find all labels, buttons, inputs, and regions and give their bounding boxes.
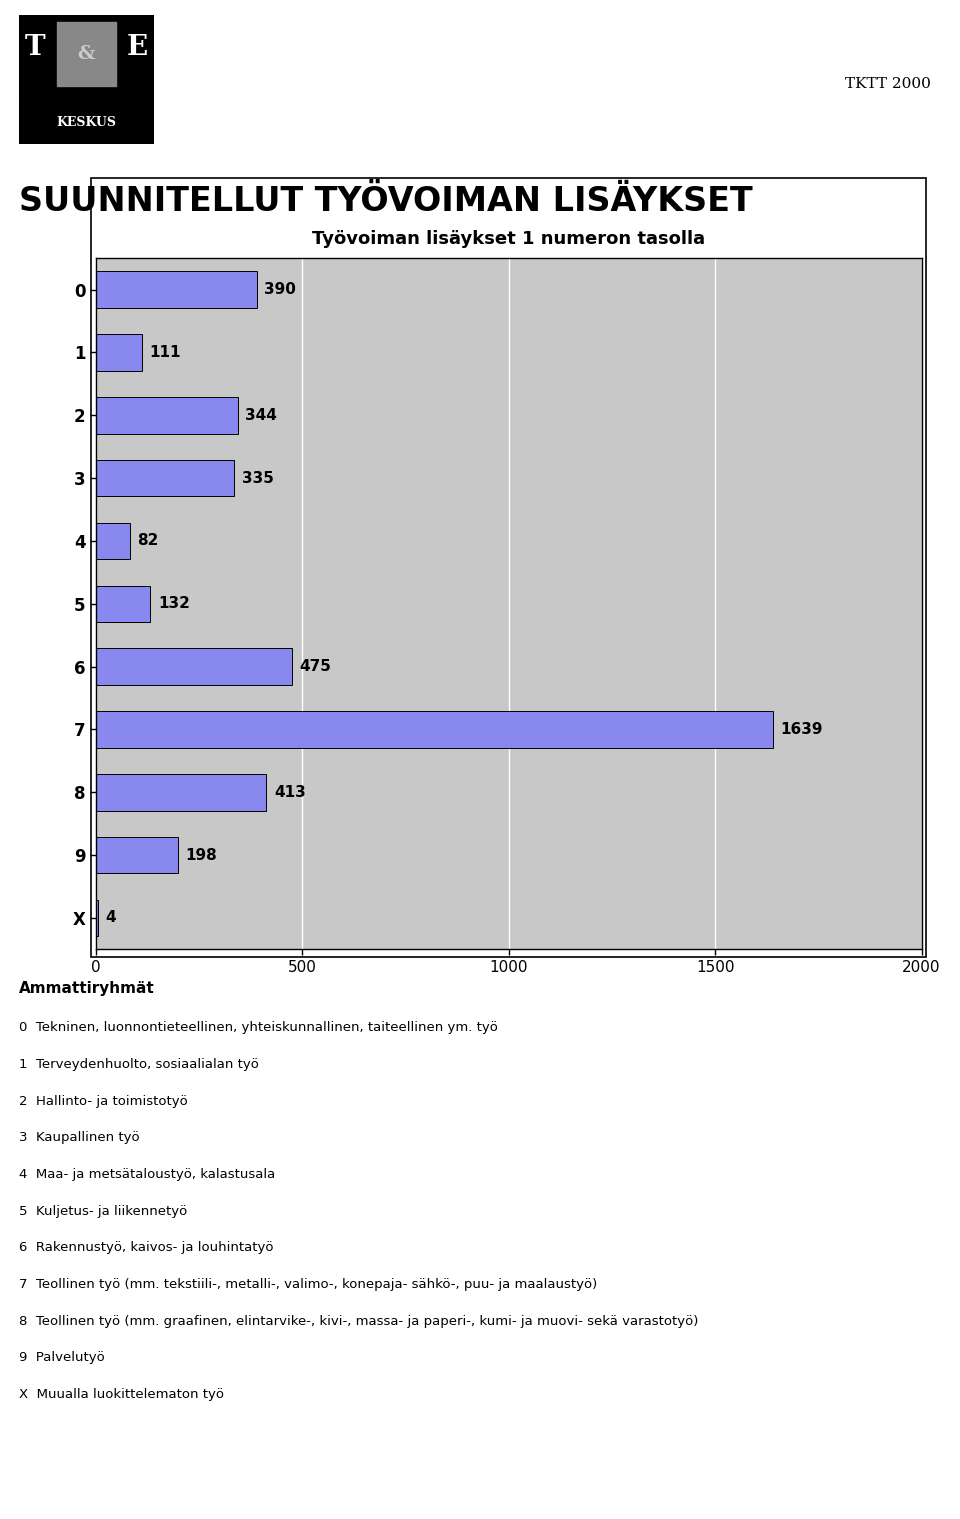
Bar — [96, 396, 238, 433]
Text: 198: 198 — [185, 848, 217, 863]
Bar — [96, 460, 234, 497]
Text: 8  Teollinen työ (mm. graafinen, elintarvike-, kivi-, massa- ja paperi-, kumi- j: 8 Teollinen työ (mm. graafinen, elintarv… — [19, 1314, 699, 1328]
Title: Työvoiman lisäykset 1 numeron tasolla: Työvoiman lisäykset 1 numeron tasolla — [312, 231, 706, 248]
Text: Ammattiryhmät: Ammattiryhmät — [19, 981, 155, 996]
Bar — [96, 334, 142, 371]
Bar — [96, 775, 267, 811]
Text: 1639: 1639 — [780, 722, 823, 737]
Text: 6  Rakennustyö, kaivos- ja louhintatyö: 6 Rakennustyö, kaivos- ja louhintatyö — [19, 1241, 274, 1255]
Text: 7  Teollinen työ (mm. tekstiili-, metalli-, valimo-, konepaja- sähkö-, puu- ja m: 7 Teollinen työ (mm. tekstiili-, metalli… — [19, 1277, 597, 1291]
Bar — [96, 523, 130, 559]
Text: 9  Palvelutyö: 9 Palvelutyö — [19, 1352, 105, 1364]
Text: 132: 132 — [157, 597, 190, 611]
Text: KESKUS: KESKUS — [57, 115, 116, 129]
Text: 0  Tekninen, luonnontieteellinen, yhteiskunnallinen, taiteellinen ym. työ: 0 Tekninen, luonnontieteellinen, yhteisk… — [19, 1021, 498, 1034]
Text: 111: 111 — [149, 345, 180, 360]
Text: 5  Kuljetus- ja liikennetyö: 5 Kuljetus- ja liikennetyö — [19, 1205, 187, 1218]
Text: X  Muualla luokittelematon työ: X Muualla luokittelematon työ — [19, 1388, 225, 1401]
Text: 4  Maa- ja metsätaloustyö, kalastusala: 4 Maa- ja metsätaloustyö, kalastusala — [19, 1168, 276, 1180]
Text: 335: 335 — [242, 471, 274, 486]
Text: TKTT 2000: TKTT 2000 — [846, 76, 931, 91]
Text: 390: 390 — [264, 283, 297, 298]
Bar — [96, 586, 151, 621]
Bar — [57, 21, 116, 87]
Text: 3  Kaupallinen työ: 3 Kaupallinen työ — [19, 1132, 140, 1144]
Bar — [96, 711, 773, 747]
Bar — [96, 649, 292, 685]
Text: &: & — [78, 46, 95, 62]
Text: SUUNNITELLUT TYÖVOIMAN LISÄYKSET: SUUNNITELLUT TYÖVOIMAN LISÄYKSET — [19, 185, 753, 219]
Bar — [96, 899, 98, 936]
Bar — [96, 272, 257, 308]
Text: T: T — [25, 33, 46, 61]
Bar — [96, 837, 178, 873]
Bar — [19, 15, 154, 99]
Text: E: E — [127, 33, 148, 61]
Text: 4: 4 — [105, 910, 116, 925]
Bar — [19, 100, 154, 144]
Text: 344: 344 — [246, 407, 277, 422]
Text: 1  Terveydenhuolto, sosiaalialan työ: 1 Terveydenhuolto, sosiaalialan työ — [19, 1057, 259, 1071]
Text: 2  Hallinto- ja toimistotyö: 2 Hallinto- ja toimistotyö — [19, 1095, 188, 1107]
Text: 82: 82 — [137, 533, 158, 548]
Text: 475: 475 — [300, 659, 331, 674]
Text: 413: 413 — [274, 785, 305, 801]
